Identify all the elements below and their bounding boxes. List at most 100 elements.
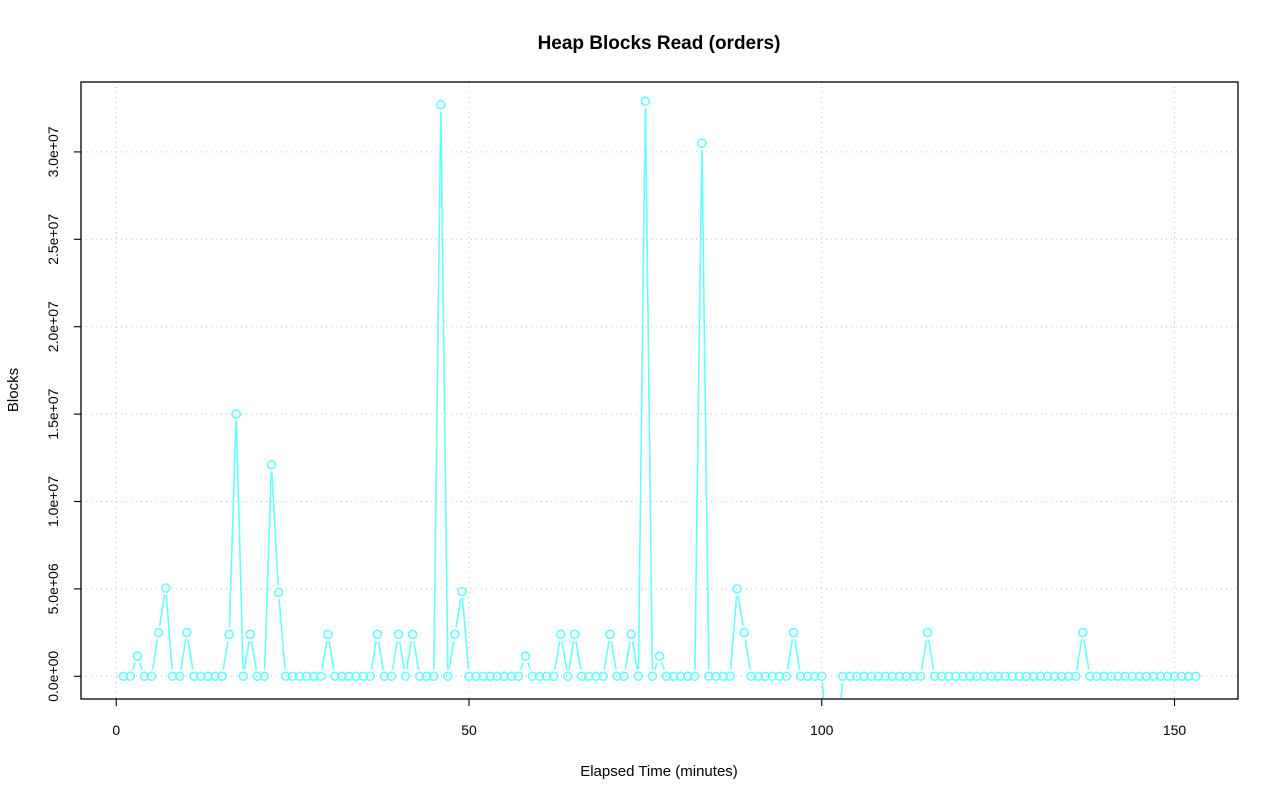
series-segment [654,662,658,670]
data-point [1007,671,1018,682]
data-point [196,671,206,682]
y-tick-label: 5.0e+06 [45,563,61,614]
series-segment [568,641,575,670]
data-point [972,671,982,682]
y-tick-label: 1.0e+07 [45,476,61,527]
data-point [795,671,806,682]
data-point [753,671,764,682]
data-point [1176,671,1187,682]
data-point [365,671,376,682]
series-segment [637,108,647,670]
series-segment [222,641,229,670]
data-point [993,671,1003,682]
data-point [936,671,947,682]
series-segment [1083,639,1090,670]
series-segment [433,111,442,670]
series-segment [187,639,194,670]
series-segment [405,641,413,670]
data-point [330,671,340,682]
data-point [428,671,439,682]
data-point [591,671,601,682]
data-point [309,671,319,682]
series-segment [165,594,173,670]
data-point [118,671,129,682]
series-segment [250,641,257,670]
data-point [979,671,989,682]
data-point [421,671,432,682]
data-point [273,587,284,598]
data-point [379,671,390,682]
data-point [266,459,277,470]
series-segment [603,641,610,670]
data-point [407,629,418,640]
data-point [718,671,728,682]
data-point [1162,671,1173,682]
x-axis-label: Elapsed Time (minutes) [580,763,738,780]
series-segment [139,662,143,670]
data-point [781,671,792,682]
series-segment [278,599,286,670]
series-segment [151,639,159,670]
series-segment [131,662,136,670]
series-segment [527,662,531,670]
data-point [943,671,954,682]
data-point [1042,671,1053,682]
data-point [619,671,630,682]
data-point [301,671,312,682]
series-segment [377,641,384,670]
series-segment [744,639,751,670]
data-point [1077,627,1088,638]
data-point [816,671,827,682]
data-point [160,583,171,593]
data-point [767,671,778,682]
data-point [873,671,884,682]
series-segment [644,108,654,670]
series-segment [661,662,665,670]
data-point [457,586,467,597]
series-segment [610,641,617,670]
data-point [880,671,891,682]
data-point [372,629,383,640]
x-tick-label: 150 [1163,722,1187,738]
y-tick-label: 2.0e+07 [45,301,61,352]
data-point [577,671,587,682]
data-point [1035,671,1046,682]
series-lines [131,108,1090,699]
data-point [400,671,411,682]
data-point [704,671,714,682]
series-segment [737,595,744,626]
data-point [626,629,637,640]
series-segment [554,641,561,670]
data-point [344,671,354,682]
data-point [739,627,749,638]
data-point [506,671,517,682]
series-segment [328,641,335,670]
plot-frame [80,81,1239,700]
data-point [1106,671,1116,682]
series-segment [263,471,273,670]
data-point [682,671,693,682]
series-segment [228,421,237,628]
data-point [654,651,665,661]
series-segment [461,598,470,670]
data-point [901,671,912,682]
y-axis: 0.0e+00 5.0e+06 1.0e+07 1.5e+07 2.0e+07 2.5e+… [45,126,81,702]
data-point [859,671,869,682]
data-point [471,671,481,682]
data-point [499,671,510,682]
data-point [125,671,136,682]
data-point [570,629,580,640]
data-point [1014,671,1025,682]
data-point [386,671,397,682]
data-point [958,671,968,682]
data-point [1070,671,1081,682]
data-point [746,671,757,682]
data-point [732,584,742,594]
data-point [612,671,622,682]
data-point [986,671,996,682]
data-point [922,627,933,638]
data-point [520,651,531,661]
data-point [358,671,368,682]
data-point [965,671,975,682]
